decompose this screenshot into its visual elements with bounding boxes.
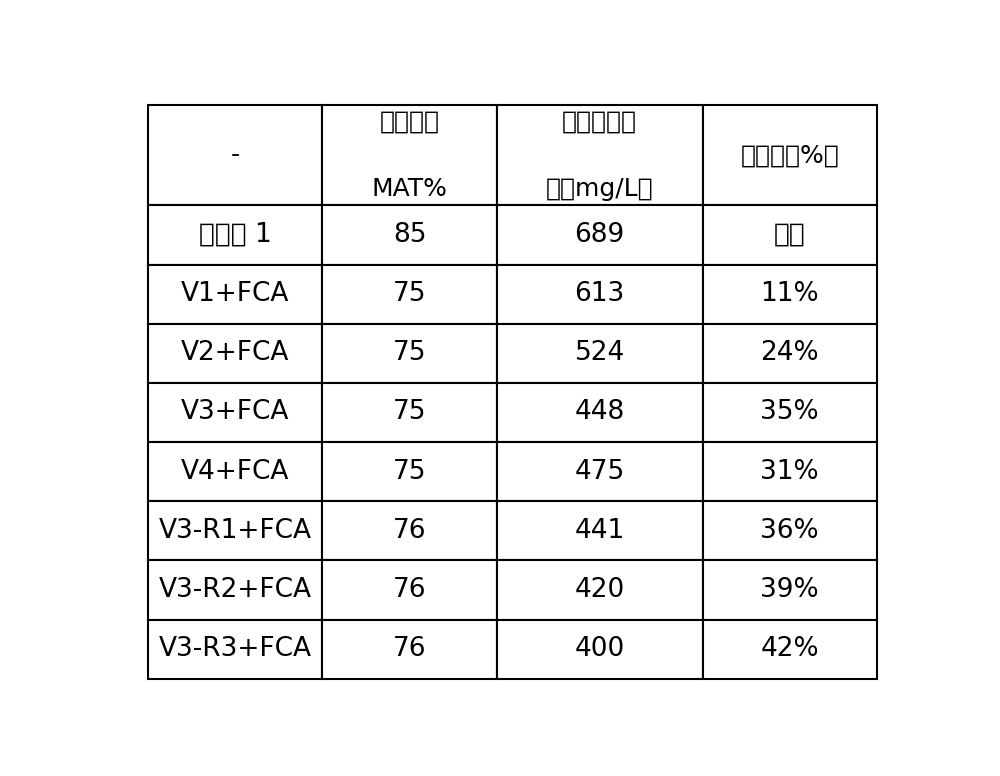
Bar — [148, 501, 322, 560]
Bar — [322, 324, 497, 383]
Bar — [703, 619, 877, 679]
Text: 75: 75 — [393, 281, 426, 307]
Bar — [322, 442, 497, 501]
Bar — [497, 105, 703, 206]
Text: 11%: 11% — [760, 281, 819, 307]
Text: 689: 689 — [574, 222, 625, 248]
Bar — [497, 501, 703, 560]
Bar — [322, 206, 497, 265]
Text: 39%: 39% — [760, 577, 819, 603]
Text: 75: 75 — [393, 341, 426, 366]
Text: 75: 75 — [393, 400, 426, 425]
Text: 76: 76 — [393, 518, 426, 544]
Text: V3+FCA: V3+FCA — [181, 400, 290, 425]
Bar — [148, 265, 322, 324]
Bar — [322, 265, 497, 324]
Text: 75: 75 — [393, 459, 426, 485]
Text: 420: 420 — [574, 577, 625, 603]
Bar — [497, 442, 703, 501]
Bar — [497, 619, 703, 679]
Bar — [322, 383, 497, 442]
Bar — [497, 560, 703, 619]
Text: V4+FCA: V4+FCA — [181, 459, 290, 485]
Text: 76: 76 — [393, 636, 426, 662]
Bar — [497, 383, 703, 442]
Text: 475: 475 — [574, 459, 625, 485]
Bar — [322, 105, 497, 206]
Text: V3-R2+FCA: V3-R2+FCA — [159, 577, 312, 603]
Bar — [497, 324, 703, 383]
Bar — [703, 265, 877, 324]
Text: V3-R1+FCA: V3-R1+FCA — [159, 518, 312, 544]
Text: 36%: 36% — [760, 518, 819, 544]
Text: V1+FCA: V1+FCA — [181, 281, 290, 307]
Text: 脱硫率（%）: 脱硫率（%） — [740, 144, 839, 168]
Text: 24%: 24% — [760, 341, 819, 366]
Bar — [703, 560, 877, 619]
Bar — [497, 265, 703, 324]
Text: 42%: 42% — [760, 636, 819, 662]
Bar — [322, 560, 497, 619]
Bar — [703, 105, 877, 206]
Bar — [148, 206, 322, 265]
Bar — [322, 619, 497, 679]
Bar — [703, 501, 877, 560]
Bar — [497, 206, 703, 265]
Bar — [703, 383, 877, 442]
Text: 613: 613 — [574, 281, 625, 307]
Text: 基准: 基准 — [774, 222, 806, 248]
Bar — [148, 324, 322, 383]
Bar — [148, 105, 322, 206]
Bar — [148, 560, 322, 619]
Text: 524: 524 — [574, 341, 625, 366]
Text: 微反活性

MAT%: 微反活性 MAT% — [372, 109, 447, 201]
Text: 400: 400 — [574, 636, 625, 662]
Text: 35%: 35% — [760, 400, 819, 425]
Text: -: - — [231, 144, 240, 168]
Bar — [148, 442, 322, 501]
Text: 448: 448 — [574, 400, 625, 425]
Text: 76: 76 — [393, 577, 426, 603]
Text: 31%: 31% — [760, 459, 819, 485]
Bar — [148, 619, 322, 679]
Bar — [703, 206, 877, 265]
Text: 85: 85 — [393, 222, 426, 248]
Text: 汽油中硫含

量（mg/L）: 汽油中硫含 量（mg/L） — [546, 109, 653, 201]
Text: V2+FCA: V2+FCA — [181, 341, 290, 366]
Bar — [148, 383, 322, 442]
Text: V3-R3+FCA: V3-R3+FCA — [159, 636, 312, 662]
Bar — [322, 501, 497, 560]
Bar — [703, 442, 877, 501]
Text: 441: 441 — [574, 518, 625, 544]
Text: 对比例 1: 对比例 1 — [199, 222, 272, 248]
Bar — [703, 324, 877, 383]
